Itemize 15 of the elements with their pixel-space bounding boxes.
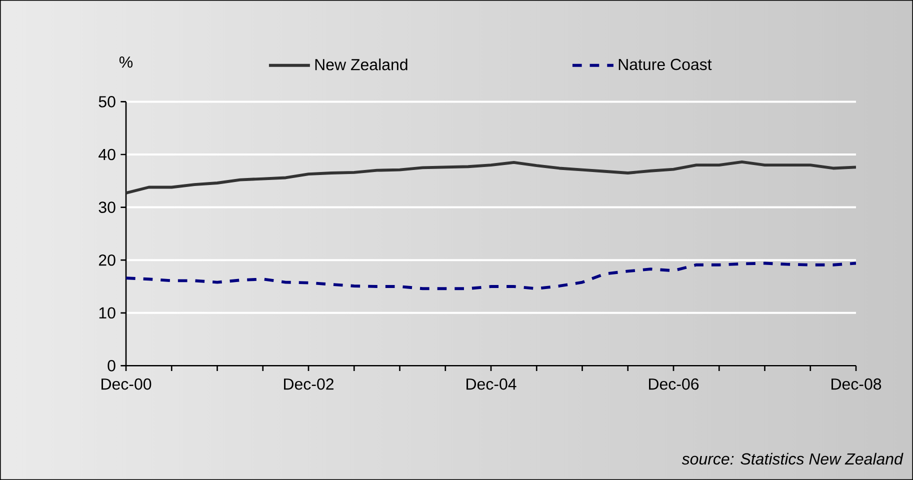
source-note: source: Statistics New Zealand [682,452,904,465]
x-tick-label: Dec-08 [832,378,882,390]
x-tick-label: Dec-04 [466,378,516,390]
x-tick-label: Dec-02 [284,378,334,390]
y-tick-label: 0 [108,360,116,372]
y-axis-title: % [119,56,133,68]
y-tick-label: 40 [98,148,116,160]
legend-label: Nature Coast [618,58,712,70]
y-tick-label: 10 [99,307,116,319]
y-tick-label: 30 [98,202,116,213]
y-tick-label: 20 [98,254,116,266]
legend-label: New Zealand [315,58,408,70]
x-tick-label: Dec-06 [649,378,699,390]
x-tick-label: Dec-00 [102,378,152,390]
y-tick-label: 50 [98,96,116,108]
